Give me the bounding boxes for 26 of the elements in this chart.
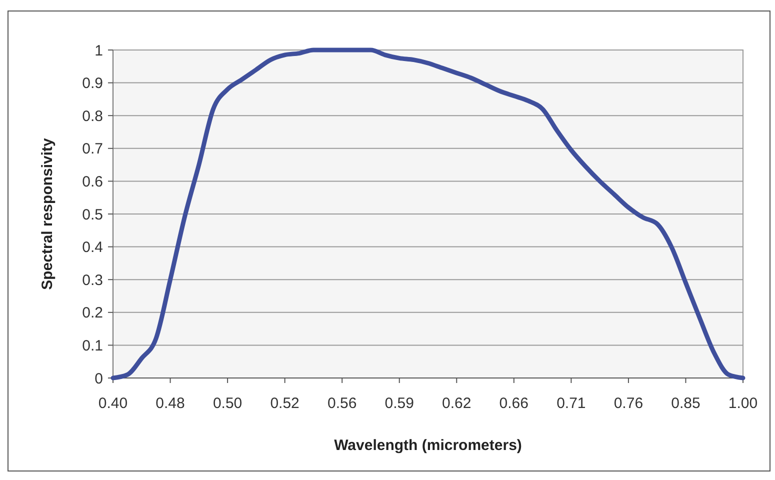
y-tick-label: 0.9: [82, 75, 103, 92]
x-tick-label: 0.85: [671, 395, 700, 412]
x-tick-label: 0.56: [327, 395, 357, 412]
y-tick-label: 1: [94, 42, 103, 60]
x-tick-label: 0.48: [156, 395, 185, 412]
line-series: [110, 48, 746, 380]
y-tick-label: 0: [94, 370, 103, 388]
y-tick-label: 0.1: [82, 337, 103, 354]
x-tick-label: 0.76: [614, 395, 644, 412]
y-tick-label: 0.6: [82, 173, 103, 190]
y-tick-label: 0.2: [82, 304, 103, 322]
x-tick-label: 0.66: [499, 395, 529, 412]
y-tick-label: 0.7: [82, 140, 103, 158]
y-tick-label: 0.3: [82, 272, 103, 289]
x-tick-label: 0.52: [270, 395, 300, 412]
y-tick-label: 0.8: [82, 108, 103, 125]
x-tick-label: 0.62: [442, 395, 472, 412]
y-tick-label: 0.4: [82, 239, 103, 256]
x-tick-label: 1.00: [728, 395, 758, 412]
x-tick-label: 0.50: [212, 395, 242, 412]
x-tick-label: 0.59: [384, 395, 414, 412]
x-tick-label: 0.71: [556, 395, 586, 412]
y-tick-label: 0.5: [82, 206, 103, 224]
y-axis-title: Spectral responsivity: [39, 137, 56, 290]
x-axis-title: Wavelength (micrometers): [334, 437, 522, 454]
x-tick-label: 0.40: [98, 395, 128, 412]
